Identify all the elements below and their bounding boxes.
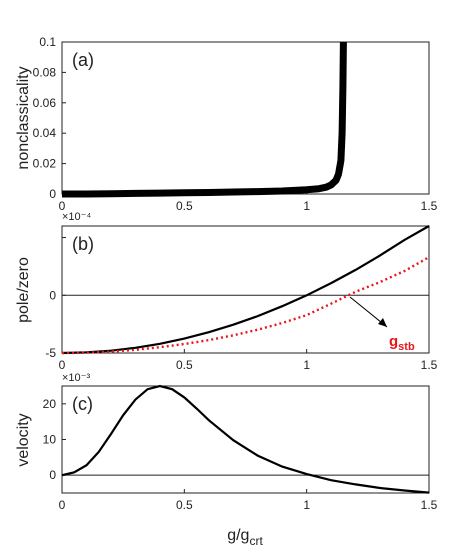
panel-a-frame <box>61 41 430 195</box>
panel-c-xtick-0: 0 <box>59 498 66 512</box>
panel-a-xtick-2: 1 <box>303 199 310 213</box>
annotation-sub: stb <box>398 341 415 353</box>
annotation-arrowhead <box>378 318 387 327</box>
annotation-gstb: gstb <box>389 333 415 353</box>
panel-b-xtick-0: 0 <box>59 358 66 372</box>
panel-a-ticks <box>61 41 430 195</box>
panel-a-ytick-0: 0 <box>49 187 56 201</box>
panel-c-xtick-1: 0.5 <box>176 498 193 512</box>
panel-b-xtick-2: 1 <box>303 358 310 372</box>
panel-a-xtick-1: 0.5 <box>176 199 193 213</box>
panel-c-ytick-0: 0 <box>49 468 56 482</box>
panel-a-ytick-5: 0.1 <box>39 35 56 49</box>
panel-a-ytick-4: 0.08 <box>33 65 57 79</box>
annotation-g: g <box>389 333 398 350</box>
panel-b-series-black <box>61 225 430 355</box>
panel-c-series-line <box>61 384 430 494</box>
panel-a-ytick-1: 0.02 <box>33 157 57 171</box>
panel-b-ylabel: pole/zero <box>15 257 32 323</box>
panel-c-xtick-2: 1 <box>303 498 310 512</box>
xlabel-sub: crt <box>249 534 263 548</box>
panel-b-xtick-3: 1.5 <box>421 358 438 372</box>
panel-b-label: (b) <box>72 234 94 254</box>
panel-b-series-red-dotted <box>61 256 430 355</box>
panel-a-ylabel: nonclassicality <box>15 66 32 169</box>
panel-c-xtick-3: 1.5 <box>421 498 438 512</box>
panel-c: (c) ×10⁻³ velocity 0 0.5 1 1.5 0 10 20 g… <box>15 372 438 548</box>
panel-a-xticklabels: 0 0.5 1 1.5 <box>59 199 438 213</box>
panel-a-series-line <box>62 41 347 198</box>
panel-c-exponent: ×10⁻³ <box>62 372 90 384</box>
panel-c-ylabel: velocity <box>15 413 32 466</box>
panel-b-xtick-1: 0.5 <box>176 358 193 372</box>
panel-c-frame <box>61 385 430 494</box>
panel-b-exponent: ×10⁻⁴ <box>62 211 91 223</box>
panel-b-ytick-0: -5 <box>45 346 56 360</box>
panel-c-ytick-1: 10 <box>43 432 57 446</box>
panel-a-ytick-3: 0.06 <box>33 96 57 110</box>
panel-b-xticklabels: 0 0.5 1 1.5 <box>59 358 438 372</box>
panel-b-frame <box>61 225 430 354</box>
panel-a-xtick-3: 1.5 <box>421 199 438 213</box>
panel-c-ytick-2: 20 <box>43 397 57 411</box>
xlabel-main: g/g <box>227 527 249 544</box>
panel-c-xlabel: g/gcrt <box>227 527 263 548</box>
panel-b-yticklabels: -5 0 <box>45 288 56 360</box>
panel-c-xticklabels: 0 0.5 1 1.5 <box>59 498 438 512</box>
panel-b: gstb (b) ×10⁻⁴ pole/zero 0 0.5 1 1.5 -5 … <box>15 211 438 372</box>
panel-a-yticklabels: 0 0.02 0.04 0.06 0.08 0.1 <box>33 35 57 201</box>
panel-a-ytick-2: 0.04 <box>33 126 57 140</box>
panel-a-label: (a) <box>72 50 94 70</box>
panel-c-yticklabels: 0 10 20 <box>43 397 57 482</box>
panel-b-ytick-1: 0 <box>49 288 56 302</box>
panel-a-xtick-0: 0 <box>59 199 66 213</box>
panel-a: (a) nonclassicality 0 0.5 1 1.5 0 0.02 0… <box>15 35 438 213</box>
panel-c-label: (c) <box>72 394 93 414</box>
